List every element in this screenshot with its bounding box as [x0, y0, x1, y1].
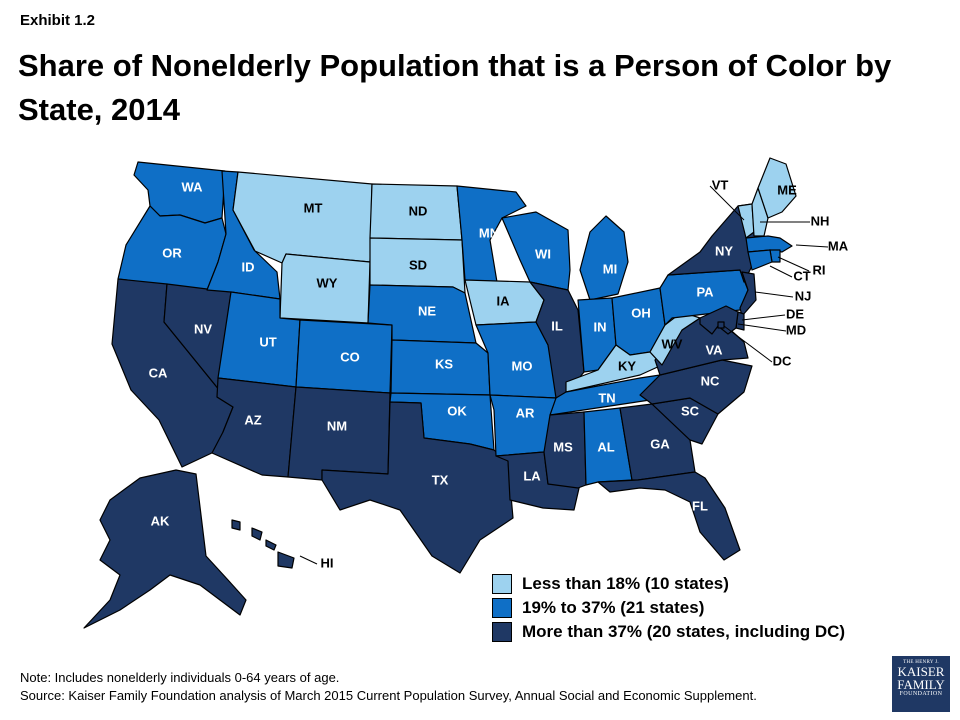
state-label-wy: WY	[317, 275, 338, 290]
state-label-mt: MT	[304, 200, 323, 215]
state-label-mi: MI	[603, 261, 617, 276]
state-label-md: MD	[786, 322, 806, 337]
leader-line-md	[737, 323, 787, 332]
logo-small-text: THE HENRY J.	[903, 660, 939, 665]
state-wi	[501, 211, 571, 291]
leader-line-vt	[709, 185, 745, 221]
state-tx	[321, 401, 514, 574]
state-label-wv: WV	[662, 336, 683, 351]
state-label-in: IN	[594, 319, 607, 334]
state-label-al: AL	[597, 439, 614, 454]
state-mt	[232, 171, 373, 264]
state-label-sd: SD	[409, 257, 427, 272]
leader-line-de	[741, 314, 786, 321]
legend-item-high: More than 37% (20 states, including DC)	[492, 620, 845, 644]
state-nm	[287, 386, 391, 481]
map-legend: Less than 18% (10 states) 19% to 37% (21…	[492, 572, 845, 644]
state-label-sc: SC	[681, 403, 700, 418]
state-label-ct: CT	[793, 268, 810, 283]
state-label-hi: HI	[321, 555, 334, 570]
state-label-ny: NY	[715, 243, 733, 258]
legend-swatch-high	[492, 622, 512, 642]
leader-line-nj	[754, 291, 794, 298]
state-label-va: VA	[705, 342, 723, 357]
state-ct	[747, 249, 773, 271]
footnote: Note: Includes nonelderly individuals 0-…	[20, 669, 757, 705]
state-label-ma: MA	[828, 238, 849, 253]
state-label-ar: AR	[516, 405, 535, 420]
state-label-de: DE	[786, 306, 804, 321]
state-label-or: OR	[162, 245, 182, 260]
legend-item-mid: 19% to 37% (21 states)	[492, 596, 845, 620]
exhibit-label: Exhibit 1.2	[20, 12, 96, 29]
state-ak	[83, 469, 247, 629]
state-label-la: LA	[523, 468, 541, 483]
state-label-nj: NJ	[795, 288, 812, 303]
state-label-tn: TN	[598, 390, 615, 405]
state-label-id: ID	[242, 259, 255, 274]
state-me	[757, 157, 797, 219]
leader-line-ct	[769, 265, 793, 278]
state-label-me: ME	[777, 182, 797, 197]
state-md	[699, 305, 739, 335]
state-label-mo: MO	[512, 358, 533, 373]
legend-swatch-low	[492, 574, 512, 594]
state-mn	[456, 185, 527, 283]
state-label-nd: ND	[409, 203, 428, 218]
state-label-pa: PA	[696, 284, 714, 299]
legend-swatch-mid	[492, 598, 512, 618]
legend-label-low: Less than 18% (10 states)	[522, 574, 729, 593]
state-label-ks: KS	[435, 356, 453, 371]
state-label-ne: NE	[418, 303, 436, 318]
state-label-vt: VT	[712, 177, 729, 192]
leader-line-hi	[299, 555, 318, 565]
state-az	[211, 377, 297, 478]
state-label-nc: NC	[701, 373, 720, 388]
legend-item-low: Less than 18% (10 states)	[492, 572, 845, 596]
state-hi	[231, 519, 295, 569]
state-label-ok: OK	[447, 403, 467, 418]
state-label-ut: UT	[259, 334, 276, 349]
logo-family: FAMILY	[897, 677, 945, 692]
state-wy	[279, 253, 371, 324]
note-text: Note: Includes nonelderly individuals 0-…	[20, 670, 340, 685]
state-nh	[751, 187, 769, 237]
state-label-ky: KY	[618, 358, 636, 373]
leader-line-ma	[795, 244, 829, 248]
map-title: Share of Nonelderly Population that is a…	[18, 48, 892, 127]
state-label-nv: NV	[194, 321, 212, 336]
source-text: Source: Kaiser Family Foundation analysi…	[20, 688, 757, 703]
legend-label-high: More than 37% (20 states, including DC)	[522, 622, 846, 641]
state-label-ca: CA	[149, 365, 168, 380]
state-mi	[579, 215, 629, 301]
logo-kaiser: KAISER	[897, 664, 945, 679]
state-label-co: CO	[340, 349, 360, 364]
state-dc	[717, 321, 725, 329]
state-label-mn: MN	[479, 225, 499, 240]
state-label-ms: MS	[553, 439, 573, 454]
state-label-wi: WI	[535, 246, 551, 261]
state-label-nm: NM	[327, 418, 347, 433]
state-label-wa: WA	[182, 179, 204, 194]
state-label-ia: IA	[497, 293, 511, 308]
state-label-fl: FL	[692, 498, 708, 513]
state-label-il: IL	[551, 318, 563, 333]
leader-line-dc	[723, 325, 773, 363]
state-label-oh: OH	[631, 305, 651, 320]
state-label-az: AZ	[244, 412, 261, 427]
state-fl	[597, 471, 741, 561]
kff-logo: THE HENRY J. KAISER FAMILY FOUNDATION	[892, 656, 950, 712]
state-label-ak: AK	[151, 513, 170, 528]
logo-foundation: FOUNDATION	[899, 691, 943, 697]
state-label-ga: GA	[650, 436, 670, 451]
legend-label-mid: 19% to 37% (21 states)	[522, 598, 705, 617]
state-label-tx: TX	[432, 472, 449, 487]
state-label-dc: DC	[773, 353, 792, 368]
state-label-nh: NH	[811, 213, 830, 228]
leader-line-ri	[777, 256, 810, 272]
state-label-ri: RI	[813, 262, 826, 277]
